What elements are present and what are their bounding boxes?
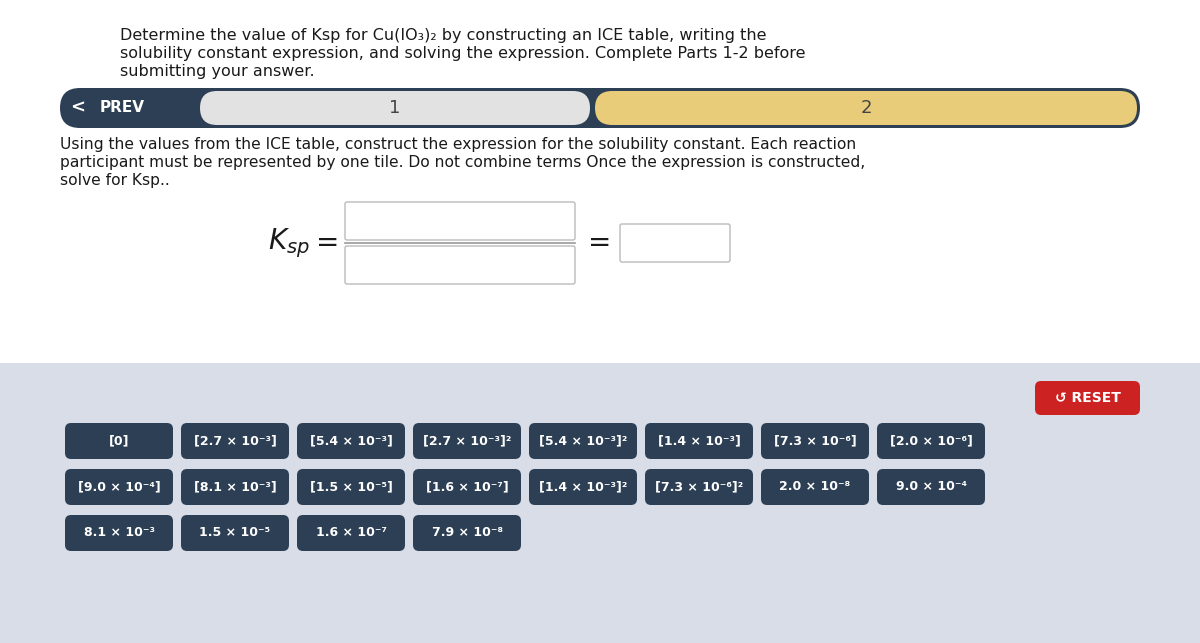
Text: 7.9 × 10⁻⁸: 7.9 × 10⁻⁸: [432, 527, 503, 539]
FancyBboxPatch shape: [346, 246, 575, 284]
FancyBboxPatch shape: [298, 515, 406, 551]
Text: [7.3 × 10⁻⁶]: [7.3 × 10⁻⁶]: [774, 435, 857, 448]
FancyBboxPatch shape: [1034, 381, 1140, 415]
Text: 8.1 × 10⁻³: 8.1 × 10⁻³: [84, 527, 155, 539]
Text: submitting your answer.: submitting your answer.: [120, 64, 314, 79]
Text: [2.7 × 10⁻³]²: [2.7 × 10⁻³]²: [422, 435, 511, 448]
FancyBboxPatch shape: [620, 224, 730, 262]
FancyBboxPatch shape: [595, 91, 1138, 125]
Text: [1.6 × 10⁻⁷]: [1.6 × 10⁻⁷]: [426, 480, 509, 493]
Text: [5.4 × 10⁻³]: [5.4 × 10⁻³]: [310, 435, 392, 448]
Text: 2: 2: [860, 99, 871, 117]
Text: 1.6 × 10⁻⁷: 1.6 × 10⁻⁷: [316, 527, 386, 539]
FancyBboxPatch shape: [298, 423, 406, 459]
Text: [5.4 × 10⁻³]²: [5.4 × 10⁻³]²: [539, 435, 628, 448]
FancyBboxPatch shape: [0, 363, 1200, 643]
Text: PREV: PREV: [100, 100, 144, 116]
FancyBboxPatch shape: [877, 469, 985, 505]
FancyBboxPatch shape: [181, 469, 289, 505]
Text: [9.0 × 10⁻⁴]: [9.0 × 10⁻⁴]: [78, 480, 161, 493]
Text: [7.3 × 10⁻⁶]²: [7.3 × 10⁻⁶]²: [655, 480, 743, 493]
FancyBboxPatch shape: [65, 469, 173, 505]
FancyBboxPatch shape: [646, 469, 754, 505]
Text: [1.4 × 10⁻³]: [1.4 × 10⁻³]: [658, 435, 740, 448]
FancyBboxPatch shape: [761, 469, 869, 505]
FancyBboxPatch shape: [65, 423, 173, 459]
Text: Determine the value of Ksp for Cu(IO₃)₂ by constructing an ICE table, writing th: Determine the value of Ksp for Cu(IO₃)₂ …: [120, 28, 767, 43]
FancyBboxPatch shape: [346, 202, 575, 240]
FancyBboxPatch shape: [413, 469, 521, 505]
FancyBboxPatch shape: [181, 423, 289, 459]
FancyBboxPatch shape: [413, 515, 521, 551]
Text: $K_{sp}$: $K_{sp}$: [268, 226, 310, 260]
FancyBboxPatch shape: [877, 423, 985, 459]
Text: 1: 1: [389, 99, 401, 117]
FancyBboxPatch shape: [761, 423, 869, 459]
Text: 1.5 × 10⁻⁵: 1.5 × 10⁻⁵: [199, 527, 270, 539]
FancyBboxPatch shape: [529, 423, 637, 459]
FancyBboxPatch shape: [60, 88, 1140, 128]
FancyBboxPatch shape: [646, 423, 754, 459]
FancyBboxPatch shape: [529, 469, 637, 505]
Text: 2.0 × 10⁻⁸: 2.0 × 10⁻⁸: [780, 480, 851, 493]
Text: =: =: [588, 229, 612, 257]
Text: Using the values from the ICE table, construct the expression for the solubility: Using the values from the ICE table, con…: [60, 137, 857, 152]
Text: [2.7 × 10⁻³]: [2.7 × 10⁻³]: [193, 435, 276, 448]
Text: solubility constant expression, and solving the expression. Complete Parts 1-2 b: solubility constant expression, and solv…: [120, 46, 805, 61]
Text: [2.0 × 10⁻⁶]: [2.0 × 10⁻⁶]: [889, 435, 972, 448]
Text: [0]: [0]: [109, 435, 130, 448]
FancyBboxPatch shape: [413, 423, 521, 459]
Text: [1.4 × 10⁻³]²: [1.4 × 10⁻³]²: [539, 480, 628, 493]
Text: solve for Ksp..: solve for Ksp..: [60, 173, 169, 188]
Text: 9.0 × 10⁻⁴: 9.0 × 10⁻⁴: [895, 480, 966, 493]
FancyBboxPatch shape: [181, 515, 289, 551]
Text: <: <: [71, 99, 85, 117]
Text: ↺ RESET: ↺ RESET: [1055, 391, 1121, 405]
Text: participant must be represented by one tile. Do not combine terms Once the expre: participant must be represented by one t…: [60, 155, 865, 170]
Text: [8.1 × 10⁻³]: [8.1 × 10⁻³]: [193, 480, 276, 493]
Text: [1.5 × 10⁻⁵]: [1.5 × 10⁻⁵]: [310, 480, 392, 493]
FancyBboxPatch shape: [65, 515, 173, 551]
Text: =: =: [317, 229, 340, 257]
FancyBboxPatch shape: [298, 469, 406, 505]
FancyBboxPatch shape: [200, 91, 590, 125]
